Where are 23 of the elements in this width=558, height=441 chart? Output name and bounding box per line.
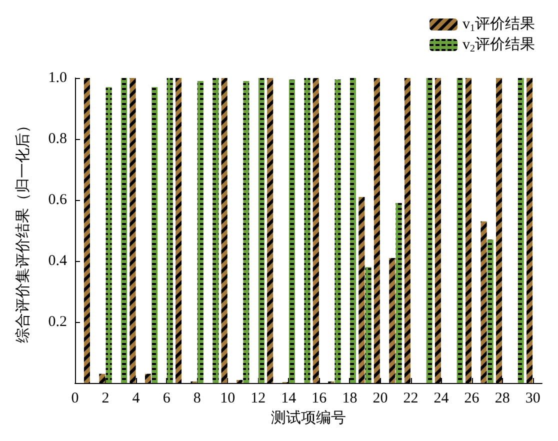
x-tick-label: 4 bbox=[132, 390, 140, 406]
x-tick-label: 2 bbox=[102, 390, 110, 406]
x-tick-label: 6 bbox=[162, 390, 171, 406]
x-tick-label: 14 bbox=[281, 390, 297, 406]
y-tick-label: 0.8 bbox=[48, 131, 67, 147]
x-tick-label: 30 bbox=[525, 390, 540, 406]
y-tick-label: 0.4 bbox=[48, 253, 68, 269]
y-tick-label: 0.2 bbox=[48, 314, 67, 330]
x-tick-label: 0 bbox=[71, 390, 79, 406]
x-tick-label: 22 bbox=[403, 390, 418, 406]
x-tick-label: 12 bbox=[250, 390, 266, 406]
y-tick-label: 0.6 bbox=[48, 192, 68, 208]
x-tick-label: 8 bbox=[193, 390, 201, 406]
x-tick-label: 20 bbox=[372, 390, 388, 406]
y-axis-title: 综合评价集评价结果（归一化后） bbox=[14, 118, 32, 343]
y-tick-label: 1.0 bbox=[48, 70, 67, 86]
x-tick-label: 24 bbox=[434, 390, 450, 406]
x-tick-label: 26 bbox=[464, 390, 480, 406]
x-tick-label: 18 bbox=[342, 390, 358, 406]
x-tick-label: 28 bbox=[494, 390, 510, 406]
x-tick-label: 10 bbox=[220, 390, 236, 406]
x-axis-title: 测试项编号 bbox=[271, 409, 346, 426]
x-tick-label: 16 bbox=[312, 390, 328, 406]
